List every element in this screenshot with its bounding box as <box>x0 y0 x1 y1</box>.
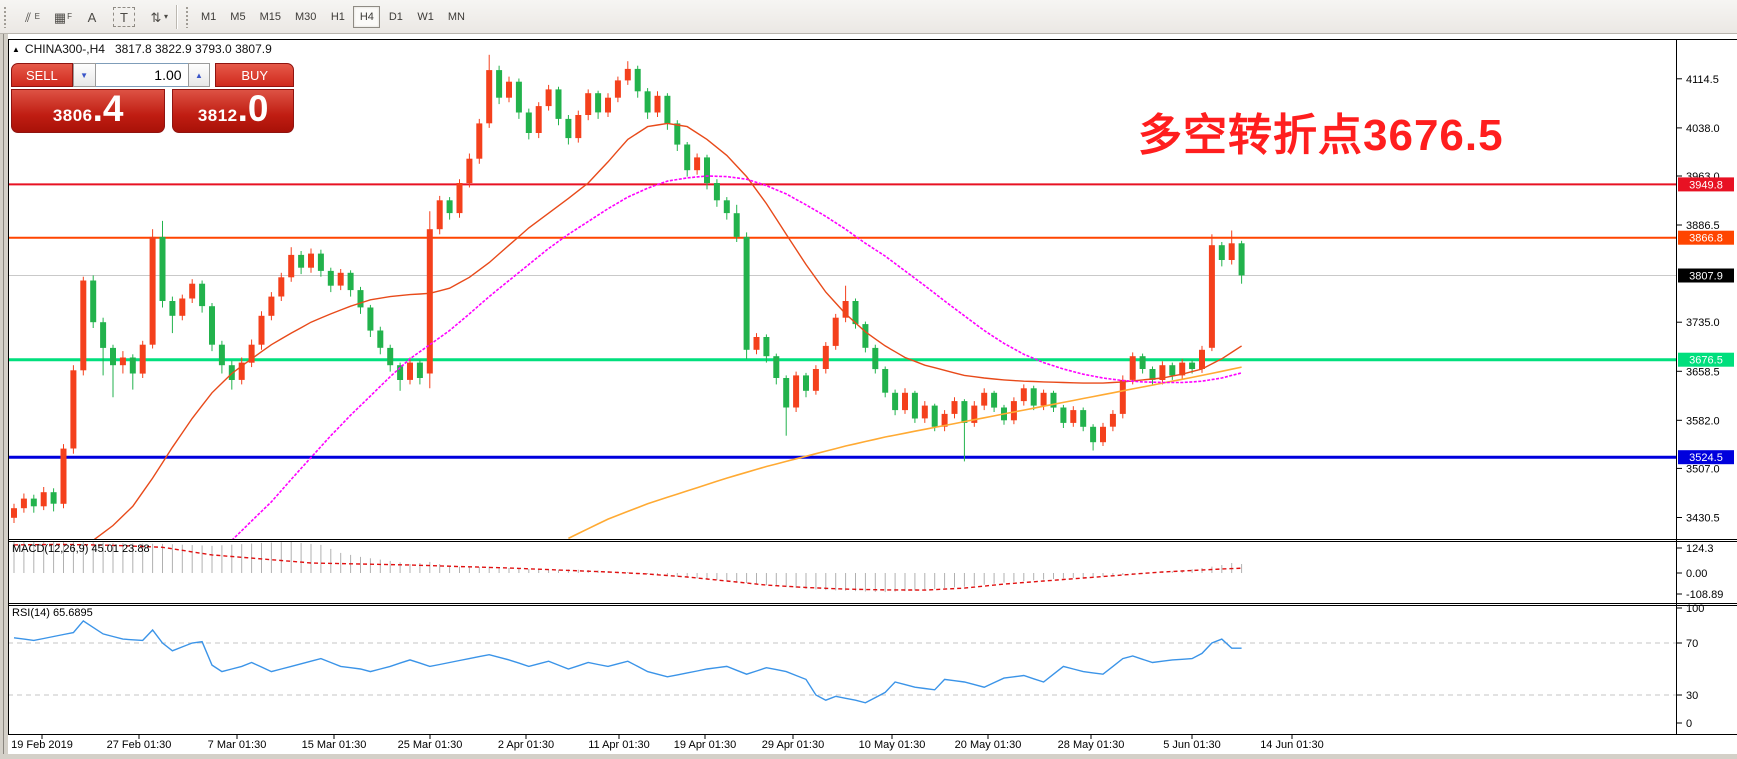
timeframe-h1-button[interactable]: H1 <box>324 6 351 28</box>
volume-decrease-button[interactable]: ▼ <box>72 63 96 87</box>
macd-histogram <box>13 542 1243 593</box>
sell-price-display[interactable]: 3806.4 <box>11 88 166 133</box>
timeframe-h4-button[interactable]: H4 <box>353 5 381 28</box>
text-box-tool-icon: T <box>120 9 128 25</box>
svg-text:2 Apr 01:30: 2 Apr 01:30 <box>498 739 554 751</box>
svg-text:3582.0: 3582.0 <box>1686 415 1720 427</box>
toolbar-separator <box>176 4 178 29</box>
svg-text:10 May 01:30: 10 May 01:30 <box>859 739 926 751</box>
sell-price-frac: .4 <box>92 88 124 129</box>
buy-price-main: 3812 <box>197 106 238 125</box>
timeframe-m15-button[interactable]: M15 <box>254 6 287 28</box>
timeframe-group: M1 M5 M15 M30 H1 H4 D1 W1 MN <box>194 0 472 33</box>
svg-text:4038.0: 4038.0 <box>1686 123 1720 135</box>
svg-text:3430.5: 3430.5 <box>1686 513 1720 525</box>
hatch-e-tool-button[interactable]: ⫽ E <box>13 4 43 30</box>
sell-button[interactable]: SELL <box>11 63 73 87</box>
svg-text:3524.5: 3524.5 <box>1689 452 1723 464</box>
hatch-e-tool-icon: ⫽ <box>25 9 31 25</box>
timeframe-m1-button[interactable]: M1 <box>195 6 222 28</box>
svg-text:27 Feb 01:30: 27 Feb 01:30 <box>107 739 172 751</box>
svg-text:30: 30 <box>1686 690 1698 702</box>
svg-text:3507.0: 3507.0 <box>1686 463 1720 475</box>
toolbar-drag-handle[interactable] <box>3 5 8 28</box>
macd-indicator-label: MACD(12,26,9) 45.01 23.88 <box>12 543 150 555</box>
cursor-arrows-tool-button[interactable]: ⇅ ▾ <box>141 4 171 30</box>
svg-text:25 Mar 01:30: 25 Mar 01:30 <box>398 739 463 751</box>
timeframe-w1-button[interactable]: W1 <box>411 6 440 28</box>
text-a-tool-icon: A <box>87 9 97 25</box>
hatch-e-tool-sub-label: E <box>34 11 40 21</box>
cursor-arrows-tool-sub-label: ▾ <box>163 11 168 21</box>
turning-point-annotation: 多空转折点3676.5 <box>1138 111 1504 160</box>
panel-borders <box>8 39 1737 735</box>
cursor-arrows-tool-icon: ⇅ <box>150 9 162 25</box>
svg-text:0.00: 0.00 <box>1686 568 1707 580</box>
up-arrow-icon: ▲ <box>195 70 203 80</box>
svg-text:3807.9: 3807.9 <box>1689 271 1723 283</box>
timeframe-m5-button[interactable]: M5 <box>224 6 251 28</box>
timeframe-mn-button[interactable]: MN <box>442 6 471 28</box>
svg-text:3949.8: 3949.8 <box>1689 179 1723 191</box>
ma-slow-line <box>568 366 1242 539</box>
svg-text:0: 0 <box>1686 718 1692 730</box>
svg-text:3866.8: 3866.8 <box>1689 233 1723 245</box>
drawing-tools-group: ⫽ E ▦ F A T ⇅ ▾ <box>12 0 172 33</box>
svg-text:-108.89: -108.89 <box>1686 589 1723 601</box>
collapse-panel-icon[interactable]: ▲ <box>12 44 20 54</box>
rsi-indicator-label: RSI(14) 65.6895 <box>12 607 93 619</box>
grid-f-tool-sub-label: F <box>67 11 72 21</box>
svg-text:4114.5: 4114.5 <box>1686 74 1719 86</box>
timeframe-d1-button[interactable]: D1 <box>382 6 409 28</box>
svg-text:124.3: 124.3 <box>1686 543 1714 555</box>
grid-f-tool-icon: ▦ <box>53 9 67 25</box>
timeframe-m30-button[interactable]: M30 <box>289 6 322 28</box>
svg-text:7 Mar 01:30: 7 Mar 01:30 <box>208 739 267 751</box>
svg-text:19 Apr 01:30: 19 Apr 01:30 <box>674 739 736 751</box>
macd-axis[interactable]: 124.3 0.00 -108.89 <box>1676 543 1723 601</box>
candlesticks <box>11 54 1245 523</box>
svg-text:14 Jun 01:30: 14 Jun 01:30 <box>1260 739 1324 751</box>
svg-text:5 Jun 01:30: 5 Jun 01:30 <box>1163 739 1221 751</box>
buy-button[interactable]: BUY <box>215 63 294 87</box>
ohlc-values: 3817.8 3822.9 3793.0 3807.9 <box>114 42 272 56</box>
svg-text:100: 100 <box>1686 603 1704 615</box>
macd-signal-line <box>13 543 1242 591</box>
text-a-tool-button[interactable]: A <box>77 4 107 30</box>
one-click-trading-panel: SELL ▼ ▲ BUY 3806.4 3812.0 <box>11 63 294 133</box>
ma-fast-line <box>93 122 1242 539</box>
volume-input[interactable] <box>95 63 188 87</box>
time-axis[interactable]: 19 Feb 2019 27 Feb 01:30 7 Mar 01:30 15 Mar… <box>11 735 1324 751</box>
down-arrow-icon: ▼ <box>80 70 89 80</box>
svg-text:29 Apr 01:30: 29 Apr 01:30 <box>762 739 824 751</box>
svg-text:28 May 01:30: 28 May 01:30 <box>1058 739 1125 751</box>
svg-text:3735.0: 3735.0 <box>1686 317 1720 329</box>
symbol-timeframe-label: CHINA300-,H4 <box>24 42 105 56</box>
svg-text:11 Apr 01:30: 11 Apr 01:30 <box>588 739 650 751</box>
buy-price-display[interactable]: 3812.0 <box>172 89 294 133</box>
ma-mid-line <box>231 175 1242 539</box>
rsi-axis[interactable]: 100 70 30 0 <box>1676 603 1704 730</box>
chart-title: ▲ CHINA300-,H4 3817.8 3822.9 3793.0 3807… <box>12 42 272 56</box>
sell-price-main: 3806 <box>52 106 93 125</box>
price-axis[interactable]: 4114.54038.03963.03886.53735.03658.53582… <box>1676 74 1734 525</box>
buy-price-frac: .0 <box>237 88 269 129</box>
svg-text:70: 70 <box>1686 638 1698 650</box>
svg-text:20 May 01:30: 20 May 01:30 <box>955 739 1022 751</box>
volume-increase-button[interactable]: ▲ <box>187 63 211 87</box>
grid-f-tool-button[interactable]: ▦ F <box>45 4 75 30</box>
svg-text:3676.5: 3676.5 <box>1689 355 1723 367</box>
main-toolbar: ⫽ E ▦ F A T ⇅ ▾ M1 M5 M15 M30 H1 H4 D1 W1 MN <box>0 0 1737 34</box>
timeframe-drag-handle[interactable] <box>185 5 190 28</box>
text-box-tool-button[interactable]: T <box>113 6 135 27</box>
rsi-line <box>13 619 1242 704</box>
svg-text:15 Mar 01:30: 15 Mar 01:30 <box>302 739 367 751</box>
svg-text:3886.5: 3886.5 <box>1686 220 1720 232</box>
svg-text:19 Feb 2019: 19 Feb 2019 <box>11 739 73 751</box>
svg-text:3658.5: 3658.5 <box>1686 366 1720 378</box>
